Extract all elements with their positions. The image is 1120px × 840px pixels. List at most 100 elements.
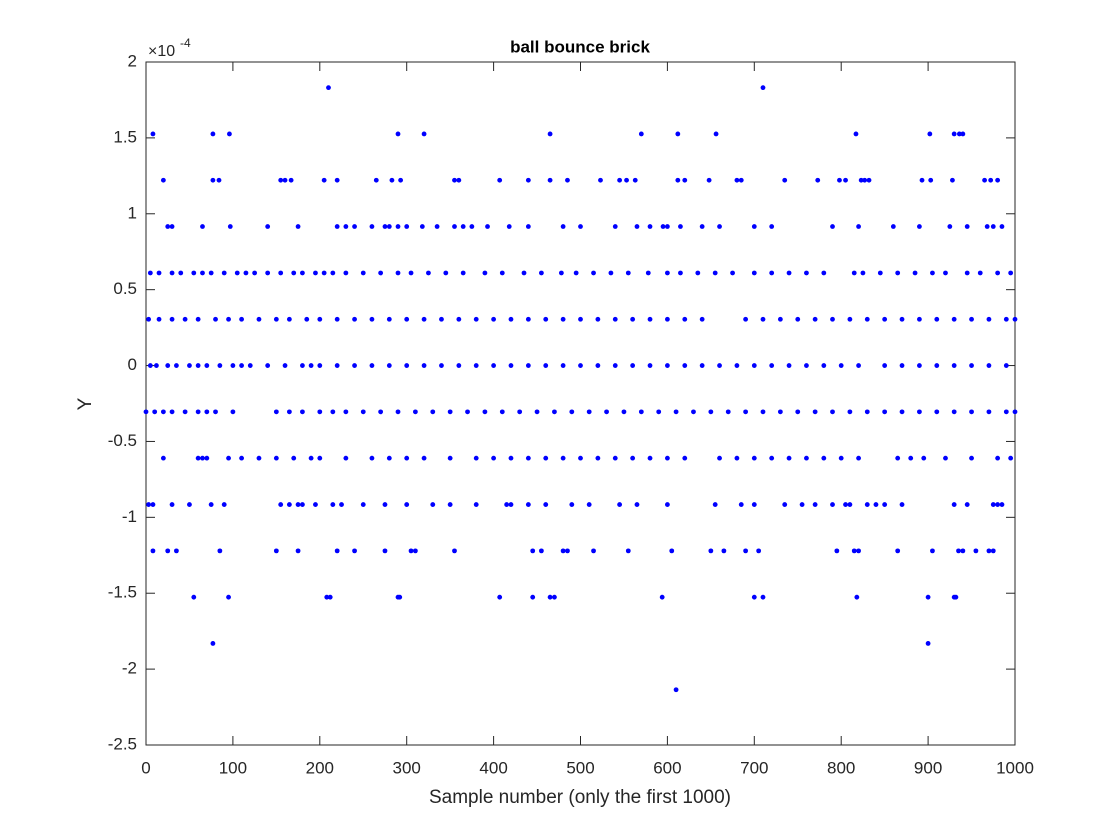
point: [317, 316, 323, 322]
point: [317, 455, 323, 461]
point: [525, 455, 531, 461]
point: [578, 224, 583, 229]
point: [986, 548, 992, 554]
point: [174, 548, 179, 554]
point: [665, 224, 670, 229]
point: [647, 224, 653, 229]
point: [343, 224, 349, 229]
point: [339, 502, 344, 507]
point: [1012, 409, 1018, 415]
point: [386, 363, 392, 368]
point: [706, 177, 712, 183]
point: [217, 363, 223, 368]
point: [717, 455, 722, 461]
point: [300, 363, 305, 368]
point: [821, 455, 827, 461]
point: [647, 455, 653, 461]
point: [699, 316, 705, 322]
point: [243, 270, 249, 276]
point: [404, 502, 410, 507]
y-axis-label: Y: [75, 397, 96, 410]
point: [565, 177, 570, 183]
point: [760, 316, 766, 322]
point: [917, 316, 922, 322]
point: [873, 502, 879, 507]
point: [804, 270, 809, 276]
x-axis-label: Sample number (only the first 1000): [429, 787, 731, 808]
point: [256, 316, 262, 322]
point: [295, 548, 301, 554]
point: [226, 455, 231, 461]
point: [578, 316, 583, 322]
point: [497, 594, 503, 600]
point: [969, 455, 974, 461]
point: [152, 409, 158, 415]
point: [751, 363, 757, 368]
point: [990, 548, 996, 554]
point: [864, 316, 870, 322]
point: [408, 548, 414, 554]
point: [204, 363, 210, 368]
point: [678, 224, 683, 229]
point: [521, 270, 527, 276]
point: [300, 409, 305, 415]
point: [200, 270, 205, 276]
x-tick-label: 800: [827, 758, 855, 777]
point: [204, 409, 210, 415]
point: [795, 316, 801, 322]
point: [665, 502, 670, 507]
point: [612, 455, 618, 461]
point: [330, 270, 336, 276]
point: [278, 502, 284, 507]
point: [578, 455, 583, 461]
point: [156, 316, 162, 322]
plot-box: [145, 61, 1016, 746]
point: [334, 177, 340, 183]
point: [239, 455, 244, 461]
y-tick-label: 1.5: [113, 127, 137, 146]
point: [256, 455, 262, 461]
point: [625, 270, 631, 276]
point: [934, 316, 940, 322]
point: [195, 363, 201, 368]
point: [721, 548, 727, 554]
point: [890, 224, 896, 229]
point: [150, 502, 156, 507]
point: [682, 455, 688, 461]
point: [760, 85, 766, 91]
point: [786, 270, 792, 276]
point: [730, 270, 735, 276]
point: [334, 363, 340, 368]
point: [200, 224, 205, 229]
point: [182, 316, 188, 322]
point: [412, 548, 418, 554]
point: [485, 224, 490, 229]
point: [150, 548, 156, 554]
point: [630, 363, 636, 368]
point: [573, 270, 579, 276]
point: [543, 316, 549, 322]
point: [491, 455, 496, 461]
point: [321, 177, 327, 183]
point: [986, 363, 992, 368]
point: [786, 455, 792, 461]
point: [951, 131, 957, 137]
point: [612, 363, 618, 368]
point: [612, 316, 618, 322]
point: [195, 316, 201, 322]
point: [191, 594, 197, 600]
point: [286, 502, 292, 507]
point: [854, 594, 860, 600]
point: [378, 409, 384, 415]
point: [395, 409, 401, 415]
y-tick-label: -2: [122, 659, 137, 678]
point: [460, 224, 466, 229]
point: [421, 455, 427, 461]
point: [491, 316, 496, 322]
point: [382, 224, 388, 229]
point: [951, 502, 957, 507]
x-tick-label: 1000: [996, 758, 1034, 777]
point: [899, 316, 905, 322]
point: [288, 177, 294, 183]
y-tick-label: 0.5: [113, 279, 137, 298]
